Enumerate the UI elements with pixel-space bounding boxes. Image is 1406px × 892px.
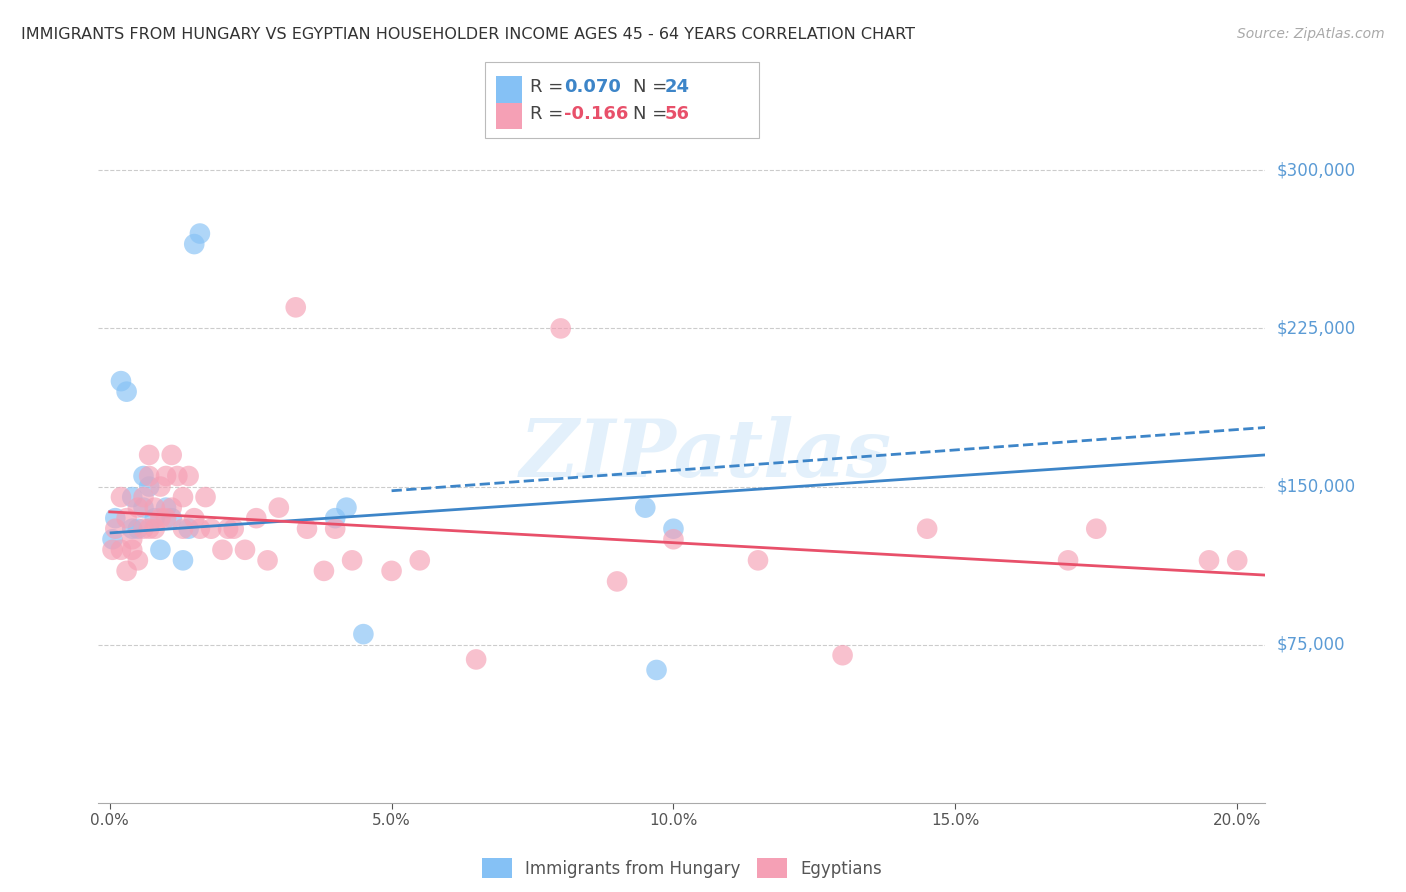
Point xyxy=(110,374,132,388)
Point xyxy=(188,522,211,536)
Legend: Immigrants from Hungary, Egyptians: Immigrants from Hungary, Egyptians xyxy=(475,851,889,885)
Point xyxy=(143,511,166,525)
Text: $225,000: $225,000 xyxy=(1277,319,1357,337)
Point xyxy=(606,574,628,589)
Point xyxy=(831,648,853,663)
Point xyxy=(155,500,177,515)
Point xyxy=(323,511,346,525)
Point xyxy=(138,479,160,493)
Point xyxy=(222,522,245,536)
Point xyxy=(662,522,685,536)
Point xyxy=(183,511,205,525)
Text: $75,000: $75,000 xyxy=(1277,636,1346,654)
Text: Source: ZipAtlas.com: Source: ZipAtlas.com xyxy=(1237,27,1385,41)
Point xyxy=(323,522,346,536)
Point xyxy=(115,564,138,578)
Point xyxy=(662,533,685,547)
Point xyxy=(121,522,143,536)
Point xyxy=(115,384,138,399)
Point xyxy=(138,469,160,483)
Point xyxy=(121,533,143,547)
Point xyxy=(101,542,124,557)
Point xyxy=(409,553,432,567)
Point xyxy=(550,321,572,335)
Point xyxy=(132,522,155,536)
Point xyxy=(194,490,217,504)
Point xyxy=(172,490,194,504)
Point xyxy=(634,500,657,515)
Point xyxy=(132,469,155,483)
Point xyxy=(138,448,160,462)
Point xyxy=(160,448,183,462)
Point xyxy=(127,522,149,536)
Point xyxy=(1057,553,1080,567)
Point xyxy=(1226,553,1249,567)
Point xyxy=(465,652,488,666)
Point xyxy=(127,500,149,515)
Text: N =: N = xyxy=(633,78,672,96)
Point xyxy=(160,500,183,515)
Point xyxy=(166,469,188,483)
Point xyxy=(149,542,172,557)
Point xyxy=(104,522,127,536)
Point xyxy=(101,533,124,547)
Point xyxy=(177,522,200,536)
Point xyxy=(188,227,211,241)
Point xyxy=(138,522,160,536)
Point xyxy=(115,511,138,525)
Point xyxy=(104,511,127,525)
Point xyxy=(110,542,132,557)
Text: 56: 56 xyxy=(665,105,690,123)
Point xyxy=(211,542,233,557)
Point xyxy=(149,511,172,525)
Point xyxy=(121,542,143,557)
Text: R =: R = xyxy=(530,105,569,123)
Point xyxy=(132,490,155,504)
Text: 0.070: 0.070 xyxy=(564,78,620,96)
Point xyxy=(1198,553,1220,567)
Point xyxy=(160,511,183,525)
Point xyxy=(352,627,374,641)
Text: 24: 24 xyxy=(665,78,690,96)
Point xyxy=(200,522,222,536)
Point xyxy=(172,522,194,536)
Text: $150,000: $150,000 xyxy=(1277,477,1357,496)
Text: N =: N = xyxy=(633,105,672,123)
Point xyxy=(143,522,166,536)
Point xyxy=(915,522,938,536)
Point xyxy=(256,553,278,567)
Point xyxy=(335,500,357,515)
Text: -0.166: -0.166 xyxy=(564,105,628,123)
Point xyxy=(245,511,267,525)
Point xyxy=(233,542,256,557)
Point xyxy=(132,500,155,515)
Point xyxy=(1085,522,1108,536)
Point xyxy=(143,500,166,515)
Point xyxy=(149,479,172,493)
Point xyxy=(177,469,200,483)
Point xyxy=(312,564,335,578)
Text: R =: R = xyxy=(530,78,569,96)
Point xyxy=(340,553,363,567)
Text: ZIPatlas: ZIPatlas xyxy=(519,417,891,493)
Point xyxy=(381,564,404,578)
Text: $300,000: $300,000 xyxy=(1277,161,1357,179)
Point xyxy=(155,511,177,525)
Point xyxy=(155,469,177,483)
Point xyxy=(267,500,290,515)
Point xyxy=(110,490,132,504)
Point xyxy=(121,490,143,504)
Point xyxy=(284,301,307,315)
Point xyxy=(183,237,205,252)
Point xyxy=(295,522,318,536)
Point xyxy=(127,553,149,567)
Point xyxy=(645,663,668,677)
Point xyxy=(747,553,769,567)
Point xyxy=(217,522,239,536)
Text: IMMIGRANTS FROM HUNGARY VS EGYPTIAN HOUSEHOLDER INCOME AGES 45 - 64 YEARS CORREL: IMMIGRANTS FROM HUNGARY VS EGYPTIAN HOUS… xyxy=(21,27,915,42)
Point xyxy=(172,553,194,567)
